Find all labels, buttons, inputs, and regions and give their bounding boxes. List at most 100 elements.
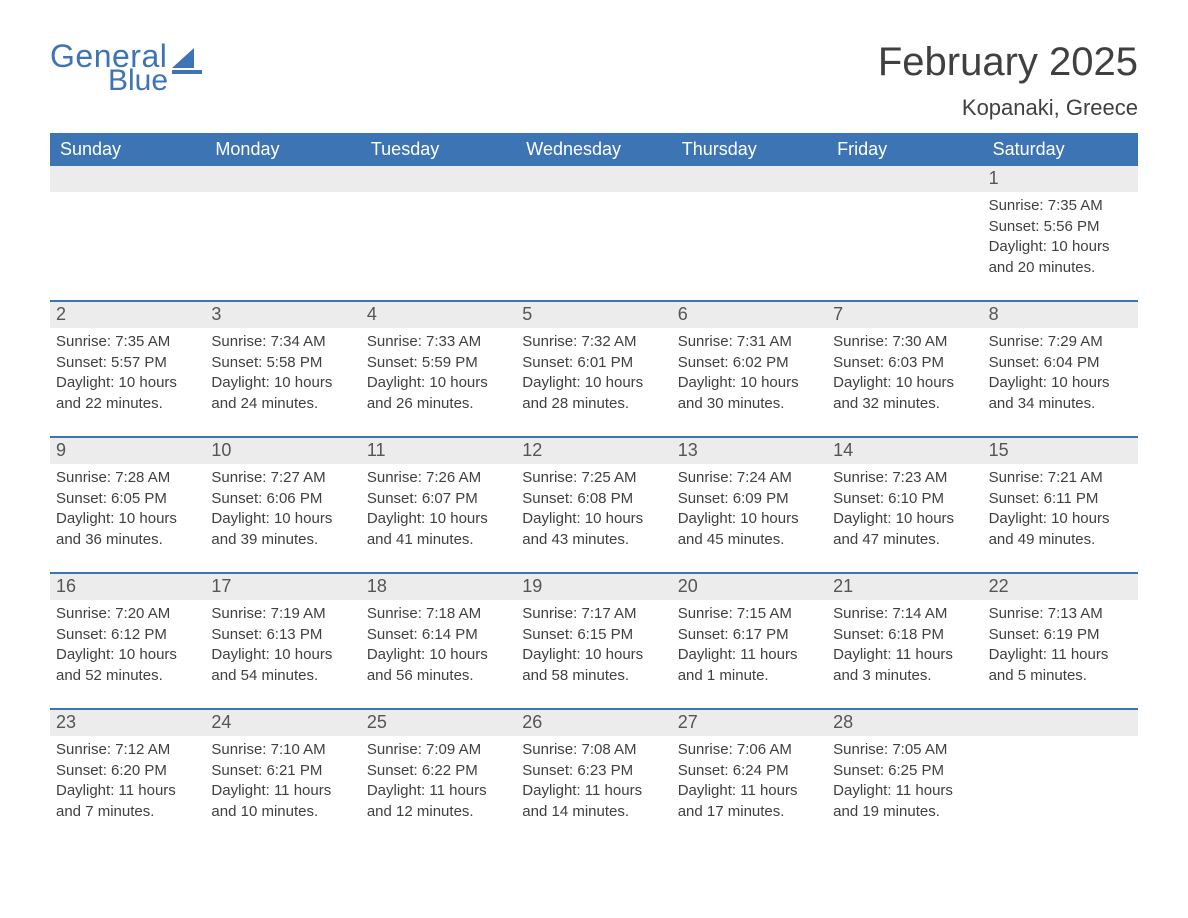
dayhead-tuesday: Tuesday <box>361 133 516 166</box>
day-cell: Sunrise: 7:31 AMSunset: 6:02 PMDaylight:… <box>672 328 827 416</box>
date-bar: 25 <box>361 710 516 736</box>
day-daylight2: and 43 minutes. <box>522 530 665 550</box>
day-daylight2: and 14 minutes. <box>522 802 665 822</box>
day-daylight2: and 45 minutes. <box>678 530 821 550</box>
date-bar: 21 <box>827 574 982 600</box>
day-sunrise: Sunrise: 7:15 AM <box>678 604 821 624</box>
day-sunset: Sunset: 6:06 PM <box>211 489 354 509</box>
day-daylight2: and 10 minutes. <box>211 802 354 822</box>
day-sunrise: Sunrise: 7:21 AM <box>989 468 1132 488</box>
date-bar: 5 <box>516 302 671 328</box>
day-sunrise: Sunrise: 7:12 AM <box>56 740 199 760</box>
day-cell: Sunrise: 7:25 AMSunset: 6:08 PMDaylight:… <box>516 464 671 552</box>
day-daylight2: and 54 minutes. <box>211 666 354 686</box>
day-daylight1: Daylight: 10 hours <box>833 509 976 529</box>
day-cell: Sunrise: 7:26 AMSunset: 6:07 PMDaylight:… <box>361 464 516 552</box>
day-daylight1: Daylight: 11 hours <box>211 781 354 801</box>
date-bar: 20 <box>672 574 827 600</box>
day-daylight2: and 7 minutes. <box>56 802 199 822</box>
date-bar: 16 <box>50 574 205 600</box>
day-daylight2: and 36 minutes. <box>56 530 199 550</box>
calendar-grid: SundayMondayTuesdayWednesdayThursdayFrid… <box>50 133 1138 824</box>
day-daylight2: and 41 minutes. <box>367 530 510 550</box>
day-cell <box>983 736 1138 824</box>
brand-word-2: Blue <box>108 66 168 96</box>
date-bar: 11 <box>361 438 516 464</box>
day-sunrise: Sunrise: 7:29 AM <box>989 332 1132 352</box>
day-cell: Sunrise: 7:18 AMSunset: 6:14 PMDaylight:… <box>361 600 516 688</box>
day-daylight1: Daylight: 10 hours <box>678 373 821 393</box>
month-title: February 2025 <box>878 40 1138 85</box>
day-daylight1: Daylight: 10 hours <box>989 373 1132 393</box>
day-sunset: Sunset: 6:17 PM <box>678 625 821 645</box>
day-sunrise: Sunrise: 7:32 AM <box>522 332 665 352</box>
day-daylight2: and 20 minutes. <box>989 258 1132 278</box>
day-sunset: Sunset: 6:13 PM <box>211 625 354 645</box>
day-daylight1: Daylight: 11 hours <box>522 781 665 801</box>
day-sunset: Sunset: 5:56 PM <box>989 217 1132 237</box>
date-bar: 7 <box>827 302 982 328</box>
day-sunrise: Sunrise: 7:34 AM <box>211 332 354 352</box>
day-sunrise: Sunrise: 7:28 AM <box>56 468 199 488</box>
date-bar <box>361 166 516 192</box>
day-sunset: Sunset: 6:23 PM <box>522 761 665 781</box>
day-sunrise: Sunrise: 7:25 AM <box>522 468 665 488</box>
day-cell <box>516 192 671 280</box>
day-daylight2: and 12 minutes. <box>367 802 510 822</box>
date-bar: 28 <box>827 710 982 736</box>
day-sunset: Sunset: 6:09 PM <box>678 489 821 509</box>
date-bar: 1 <box>983 166 1138 192</box>
dayhead-thursday: Thursday <box>672 133 827 166</box>
day-sunrise: Sunrise: 7:24 AM <box>678 468 821 488</box>
day-sunset: Sunset: 6:19 PM <box>989 625 1132 645</box>
day-sunset: Sunset: 6:12 PM <box>56 625 199 645</box>
day-cell: Sunrise: 7:28 AMSunset: 6:05 PMDaylight:… <box>50 464 205 552</box>
day-sunrise: Sunrise: 7:31 AM <box>678 332 821 352</box>
day-sunrise: Sunrise: 7:17 AM <box>522 604 665 624</box>
day-daylight1: Daylight: 10 hours <box>367 509 510 529</box>
day-daylight1: Daylight: 10 hours <box>522 509 665 529</box>
date-bar <box>50 166 205 192</box>
day-daylight2: and 30 minutes. <box>678 394 821 414</box>
day-cell: Sunrise: 7:23 AMSunset: 6:10 PMDaylight:… <box>827 464 982 552</box>
day-sunset: Sunset: 6:05 PM <box>56 489 199 509</box>
day-cell: Sunrise: 7:06 AMSunset: 6:24 PMDaylight:… <box>672 736 827 824</box>
date-bar: 18 <box>361 574 516 600</box>
day-cell: Sunrise: 7:05 AMSunset: 6:25 PMDaylight:… <box>827 736 982 824</box>
date-bar <box>983 710 1138 736</box>
day-sunset: Sunset: 6:24 PM <box>678 761 821 781</box>
day-daylight1: Daylight: 10 hours <box>522 373 665 393</box>
day-sunset: Sunset: 6:07 PM <box>367 489 510 509</box>
day-cell: Sunrise: 7:33 AMSunset: 5:59 PMDaylight:… <box>361 328 516 416</box>
dayhead-friday: Friday <box>827 133 982 166</box>
day-sunset: Sunset: 6:22 PM <box>367 761 510 781</box>
day-sunset: Sunset: 5:58 PM <box>211 353 354 373</box>
day-sunrise: Sunrise: 7:05 AM <box>833 740 976 760</box>
day-sunrise: Sunrise: 7:19 AM <box>211 604 354 624</box>
date-bar <box>516 166 671 192</box>
day-sunrise: Sunrise: 7:18 AM <box>367 604 510 624</box>
day-cell: Sunrise: 7:14 AMSunset: 6:18 PMDaylight:… <box>827 600 982 688</box>
date-bar: 17 <box>205 574 360 600</box>
dayhead-monday: Monday <box>205 133 360 166</box>
day-daylight1: Daylight: 10 hours <box>56 645 199 665</box>
day-sunrise: Sunrise: 7:26 AM <box>367 468 510 488</box>
day-sunrise: Sunrise: 7:14 AM <box>833 604 976 624</box>
day-daylight1: Daylight: 10 hours <box>989 237 1132 257</box>
brand-logo-text: General Blue <box>50 40 168 96</box>
day-daylight2: and 1 minute. <box>678 666 821 686</box>
date-bar: 10 <box>205 438 360 464</box>
page-header: General Blue February 2025 Kopanaki, Gre… <box>50 40 1138 121</box>
day-sunset: Sunset: 6:10 PM <box>833 489 976 509</box>
dayhead-sunday: Sunday <box>50 133 205 166</box>
day-cell: Sunrise: 7:29 AMSunset: 6:04 PMDaylight:… <box>983 328 1138 416</box>
day-cell: Sunrise: 7:35 AMSunset: 5:56 PMDaylight:… <box>983 192 1138 280</box>
day-cell: Sunrise: 7:08 AMSunset: 6:23 PMDaylight:… <box>516 736 671 824</box>
day-daylight2: and 32 minutes. <box>833 394 976 414</box>
day-daylight1: Daylight: 10 hours <box>211 645 354 665</box>
day-sunset: Sunset: 6:11 PM <box>989 489 1132 509</box>
day-daylight1: Daylight: 11 hours <box>367 781 510 801</box>
day-cell <box>672 192 827 280</box>
day-daylight2: and 49 minutes. <box>989 530 1132 550</box>
day-daylight2: and 39 minutes. <box>211 530 354 550</box>
